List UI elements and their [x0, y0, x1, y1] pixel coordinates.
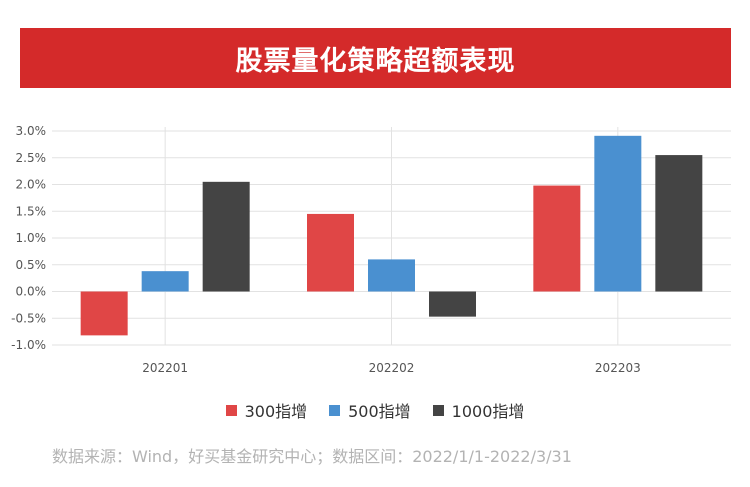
y-tick-label: 2.5% — [16, 151, 47, 165]
chart-title: 股票量化策略超额表现 — [235, 45, 516, 77]
legend-swatch-500 — [329, 404, 341, 416]
x-tick-label: 202202 — [369, 361, 415, 375]
chart-legend: 300指增 500指增 1000指增 — [0, 398, 750, 422]
bar-500指增-202201 — [141, 271, 189, 292]
x-tick-label: 202203 — [595, 361, 641, 375]
y-tick-label: 1.5% — [16, 204, 47, 218]
y-tick-label: 1.0% — [16, 231, 47, 245]
x-tick-label: 202201 — [142, 361, 188, 375]
bar-300指增-202203 — [533, 185, 581, 292]
bar-300指增-202201 — [80, 291, 128, 336]
y-tick-label: -0.5% — [11, 311, 46, 325]
legend-item-300[interactable]: 300指增 — [225, 398, 308, 422]
legend-swatch-1000 — [432, 404, 444, 416]
y-tick-label: 0.0% — [16, 285, 47, 299]
legend-swatch-300 — [225, 404, 237, 416]
bar-1000指增-202202 — [429, 291, 476, 317]
y-tick-label: 2.0% — [16, 178, 47, 192]
legend-label-1000: 1000指增 — [451, 402, 525, 421]
bar-300指增-202202 — [307, 213, 354, 292]
bar-1000指增-202203 — [655, 155, 703, 292]
y-tick-label: 0.5% — [16, 258, 47, 272]
y-tick-label: -1.0% — [11, 338, 46, 352]
bar-1000指增-202201 — [202, 181, 250, 292]
bar-500指增-202203 — [594, 135, 642, 292]
bar-chart: 3.0% 2.5% 2.0% 1.5% 1.0% 0.5% 0.0% -0.5% -1.0% 20… — [11, 124, 731, 375]
legend-label-300: 300指增 — [244, 402, 308, 421]
legend-item-1000[interactable]: 1000指增 — [432, 398, 525, 422]
data-source-note: 数据来源：Wind，好买基金研究中心；数据区间：2022/1/1-2022/3/… — [52, 447, 572, 466]
legend-label-500: 500指增 — [348, 402, 411, 421]
legend-item-500[interactable]: 500指增 — [329, 398, 411, 422]
bar-500指增-202202 — [368, 259, 415, 292]
title-banner: 股票量化策略超额表现 — [20, 28, 731, 88]
y-tick-label: 3.0% — [16, 124, 47, 138]
